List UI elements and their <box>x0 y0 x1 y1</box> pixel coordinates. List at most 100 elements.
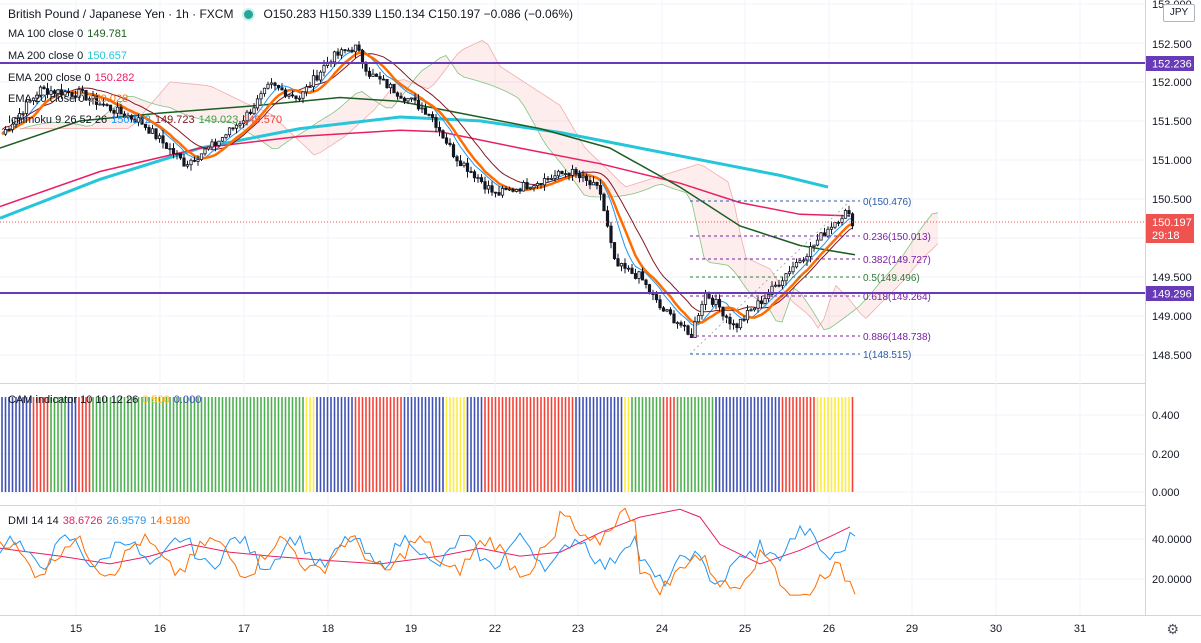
candle-body <box>143 123 148 128</box>
candle-body <box>406 98 410 102</box>
legend-ichimoku[interactable]: Ichimoku 9 26 52 26 150.272 149.723 149.023… <box>8 114 286 126</box>
candle-body <box>126 115 130 118</box>
cam-axis[interactable]: 0.400 0.200 0.000 <box>1152 410 1180 499</box>
legend-value: 14.9180 <box>150 515 191 527</box>
legend-value: 150.028 <box>88 93 129 105</box>
candle-body <box>108 104 113 111</box>
candle-body <box>35 94 39 99</box>
currency-badge[interactable]: JPY <box>1163 4 1195 22</box>
candle-body <box>777 284 781 287</box>
legend-ema20[interactable]: EMA 20 close 0 150.028 <box>8 93 132 105</box>
candle-body <box>213 141 218 146</box>
candle-body <box>266 83 270 89</box>
candle-body <box>227 127 232 136</box>
candle-body <box>661 307 666 312</box>
legend-cam[interactable]: CAM indicator 10 10 12 26 0.500 0.000 <box>8 394 205 406</box>
candle-body <box>283 89 288 97</box>
candle-body <box>633 273 638 279</box>
candle-body <box>486 185 491 190</box>
candle-body <box>262 87 267 95</box>
candle-body <box>70 92 74 97</box>
candle-body <box>31 97 36 101</box>
time-axis[interactable]: 15 16 17 18 19 22 23 24 25 26 29 30 31 <box>70 623 1086 635</box>
moving-averages <box>0 48 856 327</box>
candle-body <box>322 65 326 73</box>
fibonacci-retracement[interactable]: 0(150.476) 0.236(150.013) 0.382(149.727) 0.… <box>689 197 931 361</box>
candle-body <box>98 103 102 106</box>
cam-tick: 0.400 <box>1152 410 1180 422</box>
di-minus-line <box>0 507 856 596</box>
candle-body <box>133 118 137 123</box>
candle-body <box>192 159 197 162</box>
candle-body <box>45 88 50 95</box>
gear-icon[interactable]: ⚙ <box>1166 621 1179 637</box>
candle-body <box>3 129 8 135</box>
symbol-title[interactable]: British Pound / Japanese Yen · 1h · FXCM <box>8 7 234 21</box>
candle-body <box>735 323 739 329</box>
dmi-tick: 40.0000 <box>1152 534 1192 546</box>
candle-body <box>210 141 214 148</box>
legend-value: 150.272 <box>111 114 151 126</box>
candle-body <box>612 242 617 260</box>
candle-body <box>388 83 393 89</box>
candle-body <box>441 130 445 139</box>
candle-body <box>42 86 46 90</box>
candle-body <box>154 128 158 139</box>
di-plus-line <box>0 524 856 588</box>
candle-body <box>87 98 92 101</box>
candle-body <box>91 95 95 100</box>
candle-body <box>94 95 99 105</box>
candle-body <box>185 164 190 167</box>
legend-label: CAM indicator 10 10 12 26 <box>8 394 139 406</box>
candle-body <box>752 307 757 311</box>
candle-body <box>234 124 239 129</box>
time-tick: 24 <box>656 623 668 635</box>
candle-body <box>798 260 802 263</box>
price-axis[interactable]: 153.000 152.500 152.000 151.500 151.000 … <box>1152 0 1192 362</box>
candle-body <box>560 170 564 175</box>
candle-body <box>413 97 417 101</box>
candle-body <box>28 100 32 103</box>
legend-label: Ichimoku 9 26 52 26 <box>8 114 108 126</box>
candle-body <box>367 70 372 77</box>
time-tick: 17 <box>238 623 250 635</box>
candle-body <box>808 246 813 257</box>
legend-value: 149.723 <box>154 114 195 126</box>
candle-body <box>696 315 701 323</box>
legend-ma100[interactable]: MA 100 close 0 149.781 <box>8 28 131 40</box>
time-tick: 22 <box>489 623 501 635</box>
dmi-tick: 20.0000 <box>1152 574 1192 586</box>
candle-body <box>595 181 599 186</box>
candle-body <box>668 309 673 315</box>
legend-ema200[interactable]: EMA 200 close 0 150.282 <box>8 72 138 84</box>
candle-body <box>241 120 246 125</box>
legend-ma200[interactable]: MA 200 close 0 150.657 <box>8 50 131 62</box>
fib-level-label: 0(150.476) <box>863 197 911 208</box>
candle-body <box>238 123 242 126</box>
candle-body <box>112 110 116 114</box>
candle-body <box>101 103 106 106</box>
candle-body <box>203 148 207 155</box>
candle-body <box>563 173 568 176</box>
candle-body <box>385 79 389 89</box>
legend-dmi[interactable]: DMI 14 14 38.6726 26.9579 14.9180 <box>8 515 194 527</box>
symbol-header[interactable]: British Pound / Japanese Yen · 1h · FXCM… <box>8 7 573 21</box>
adx-line <box>0 508 851 565</box>
candle-body <box>714 298 718 305</box>
candle-body <box>157 135 162 139</box>
candle-body <box>294 95 298 99</box>
candle-body <box>332 51 337 63</box>
fib-level-label: 0.886(148.738) <box>863 332 931 343</box>
legend-value: 0.500 <box>142 394 170 406</box>
dmi-axis[interactable]: 40.0000 20.0000 <box>1152 534 1192 586</box>
candle-body <box>129 115 134 120</box>
candle-body <box>539 183 543 186</box>
legend-label: EMA 20 close 0 <box>8 93 85 105</box>
candle-body <box>682 324 687 327</box>
legend-value: 0.000 <box>173 394 202 406</box>
candle-body <box>73 95 78 98</box>
candle-body <box>280 87 284 91</box>
legend-value: 150.657 <box>87 50 127 62</box>
candle-body <box>224 134 228 138</box>
